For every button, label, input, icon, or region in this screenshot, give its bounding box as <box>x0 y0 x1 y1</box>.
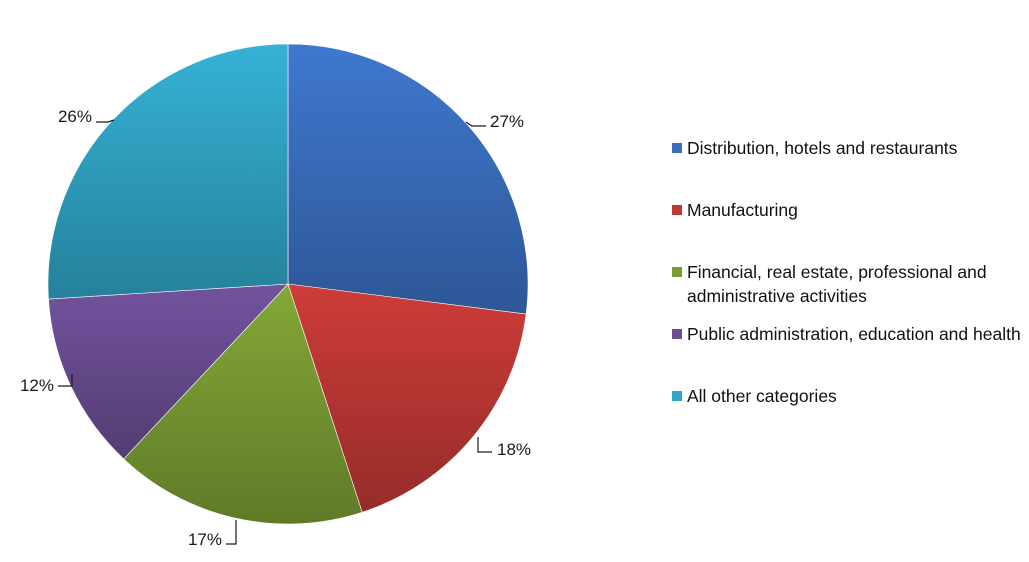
legend-swatch-public-administration <box>672 329 682 339</box>
pie-slice-financial <box>123 283 363 525</box>
legend-swatch-all-other <box>672 391 682 401</box>
legend-swatch-distribution <box>672 143 682 153</box>
legend-label-public-administration: Public administration, education and hea… <box>687 324 1021 344</box>
legend-item-all-other: All other categories <box>670 384 837 408</box>
data-label-manufacturing: 18% <box>497 440 531 459</box>
legend-label-financial: Financial, real estate, professional and… <box>687 262 987 306</box>
data-label-distribution: 27% <box>490 112 524 131</box>
legend-label-manufacturing: Manufacturing <box>687 200 798 220</box>
data-label-public-administration: 12% <box>20 376 54 395</box>
pie-slice-all-other <box>47 43 289 300</box>
pie-slice-distribution <box>287 43 529 315</box>
legend-swatch-manufacturing <box>672 205 682 215</box>
leader-line-financial <box>226 520 237 545</box>
leader-line-manufacturing <box>477 437 492 453</box>
pie-slice-manufacturing <box>287 283 527 513</box>
leader-line-distribution <box>465 121 486 127</box>
legend-item-manufacturing: Manufacturing <box>670 198 798 222</box>
legend-label-distribution: Distribution, hotels and restaurants <box>687 138 958 158</box>
leader-line-public-administration <box>58 374 73 387</box>
legend-item-financial: Financial, real estate, professional and… <box>670 260 1026 308</box>
data-label-all-other: 26% <box>58 107 92 126</box>
legend-item-public-administration: Public administration, education and hea… <box>670 322 1021 346</box>
legend-item-distribution: Distribution, hotels and restaurants <box>670 136 957 160</box>
leader-line-all-other <box>96 119 115 123</box>
data-label-financial: 17% <box>188 530 222 549</box>
legend-swatch-financial <box>672 267 682 277</box>
legend-label-all-other: All other categories <box>687 386 837 406</box>
